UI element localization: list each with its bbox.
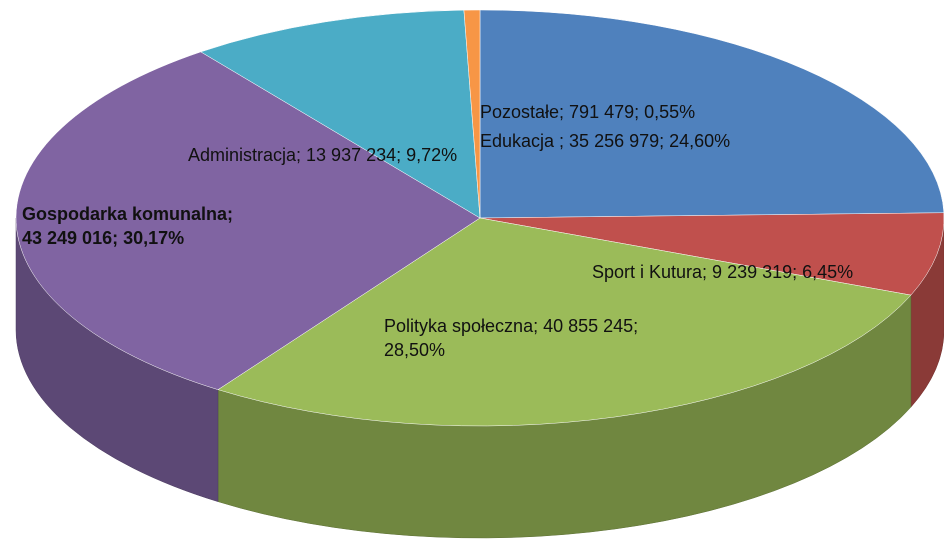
pie-slice [200, 9, 481, 219]
pie-slice [15, 51, 481, 390]
pie-slice [463, 9, 481, 219]
pie-slice [217, 217, 912, 427]
data-label: Polityka społeczna; 40 855 245; 28,50% [384, 316, 639, 360]
data-label: Edukacja ; 35 256 979; 24,60% [480, 131, 731, 151]
data-label: Pozostałe; 791 479; 0,55% [480, 102, 696, 122]
data-label: Gospodarka komunalna; 43 249 016; 30,17% [22, 204, 234, 248]
data-label: Sport i Kutura; 9 239 319; 6,45% [592, 262, 854, 282]
data-label: Administracja; 13 937 234; 9,72% [188, 145, 458, 165]
pie-slice [479, 9, 944, 219]
